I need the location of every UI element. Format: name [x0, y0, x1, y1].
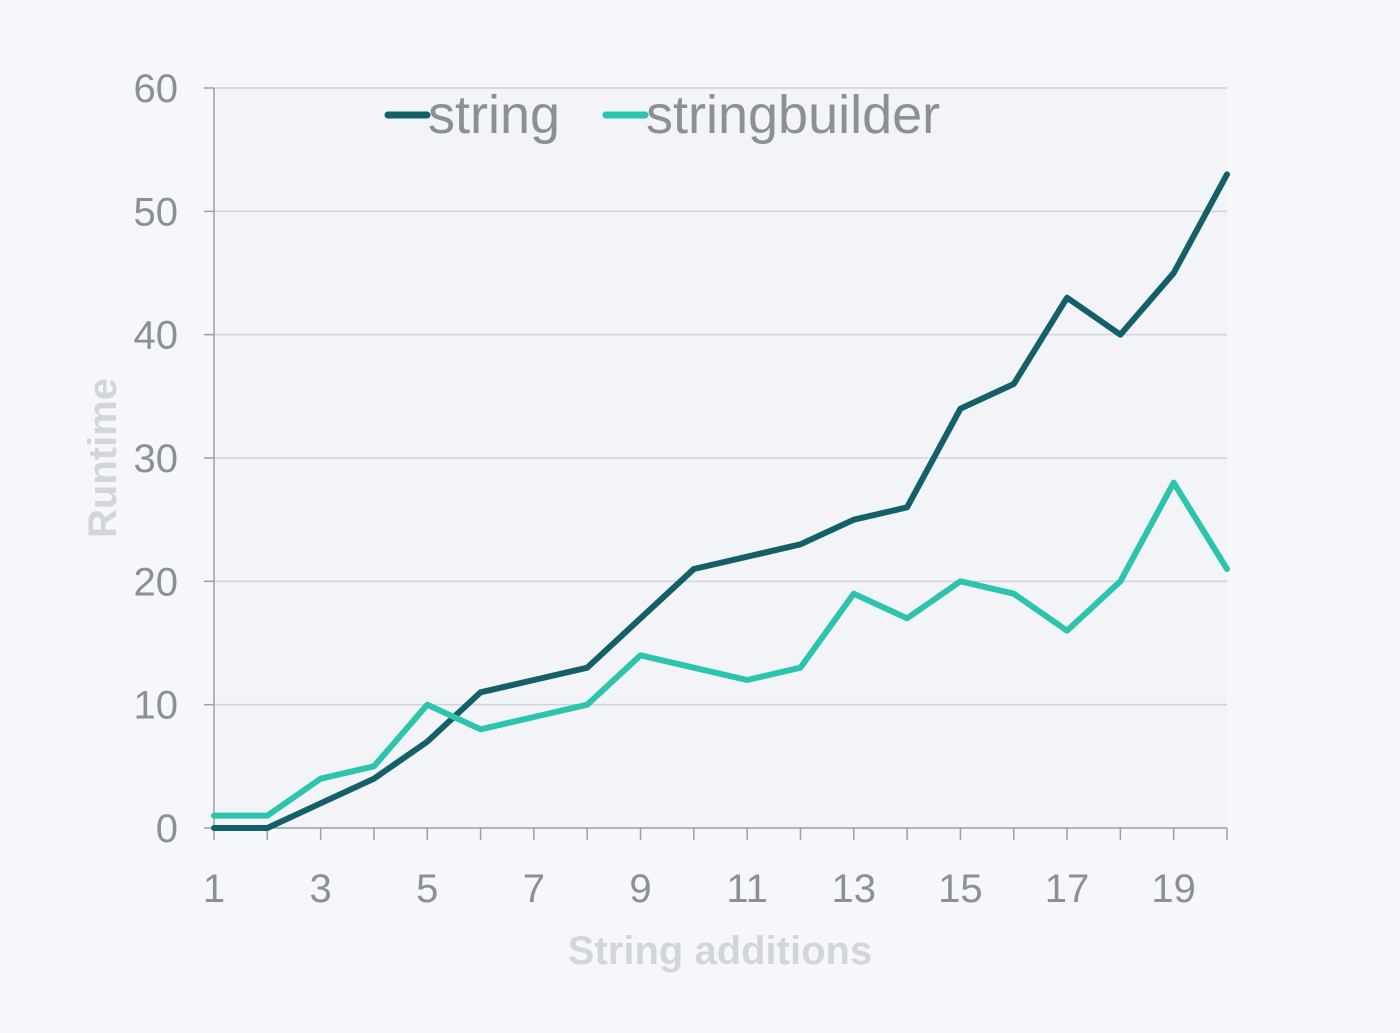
- x-tick-label: 3: [310, 867, 332, 911]
- x-tick-label: 15: [938, 867, 983, 911]
- series-line-stringbuilder: [211, 479, 1230, 819]
- x-tick-label: 11: [726, 867, 768, 911]
- series-lines: [211, 171, 1230, 831]
- legend-label-string: string: [428, 85, 560, 145]
- x-axis-title: String additions: [568, 929, 872, 973]
- x-tick-label: 13: [832, 867, 877, 911]
- y-tick-label: 50: [134, 190, 179, 234]
- x-tick-label: 1: [203, 867, 225, 911]
- y-tick-label: 10: [134, 684, 179, 728]
- series-line-string: [211, 171, 1230, 831]
- y-tick-label: 30: [134, 437, 179, 481]
- x-tick-label: 17: [1045, 867, 1090, 911]
- y-tick-label: 0: [156, 807, 178, 851]
- y-tick-label: 60: [134, 67, 179, 111]
- y-axis-title: Runtime: [81, 378, 125, 538]
- x-tick-label: 9: [629, 867, 651, 911]
- legend: string stringbuilder: [384, 85, 940, 145]
- x-tick-label: 5: [416, 867, 438, 911]
- y-tick-label: 40: [134, 314, 179, 358]
- legend-label-stringbuilder: stringbuilder: [646, 85, 940, 145]
- gridlines: [214, 87, 1227, 706]
- x-tick-label: 19: [1151, 867, 1196, 911]
- y-tick-label: 20: [134, 560, 179, 604]
- x-tick-label: 7: [523, 867, 545, 911]
